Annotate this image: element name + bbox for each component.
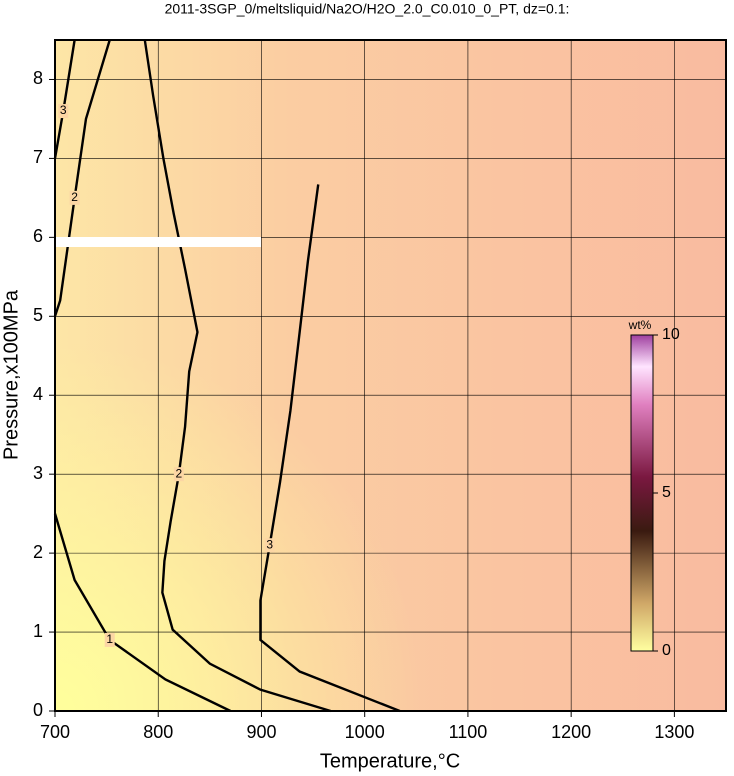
contour-label: 1 <box>106 632 113 646</box>
colorbar-tick-label: 10 <box>662 326 680 343</box>
blank-band <box>55 237 261 247</box>
colorbar-label: wt% <box>628 318 652 332</box>
x-tick-label: 1000 <box>345 722 385 742</box>
plot-shade <box>55 40 726 711</box>
contour-label: 3 <box>266 537 273 551</box>
x-tick-label: 900 <box>246 722 276 742</box>
contour-label: 2 <box>176 466 183 480</box>
x-tick-label: 800 <box>143 722 173 742</box>
plot-frame <box>54 39 727 712</box>
contour-line <box>143 39 331 713</box>
contour-label-bg <box>104 632 115 647</box>
contour-line <box>259 184 401 713</box>
x-tick-label: 700 <box>40 722 70 742</box>
y-tick-label: 3 <box>33 463 43 483</box>
y-tick-label: 6 <box>33 226 43 246</box>
x-tick-label: 1200 <box>551 722 591 742</box>
contour-label-bg <box>69 190 80 205</box>
y-tick-label: 2 <box>33 542 43 562</box>
y-tick-label: 1 <box>33 621 43 641</box>
chart-title: 2011-3SGP_0/meltsliquid/Na2O/H2O_2.0_C0.… <box>165 1 570 17</box>
y-tick-label: 7 <box>33 147 43 167</box>
colorbar-tick-label: 5 <box>662 484 671 501</box>
x-tick-label: 1100 <box>449 722 488 742</box>
contour-label-bg <box>264 538 275 553</box>
y-tick-label: 4 <box>33 384 43 404</box>
colorbar <box>630 334 654 652</box>
contour-label-bg <box>58 104 69 119</box>
colorbar-tick-label: 0 <box>662 642 671 659</box>
plot-layer: 1 2 2 3 3 <box>53 39 726 713</box>
y-tick-label: 0 <box>33 700 43 720</box>
y-axis-label: Pressure,x100MPa <box>0 289 22 460</box>
contour-label: 3 <box>60 103 67 117</box>
y-tick-label: 8 <box>33 68 43 88</box>
y-tick-label: 5 <box>33 305 43 325</box>
x-tick-label: 1300 <box>654 722 694 742</box>
x-axis-label: Temperature,°C <box>320 750 460 772</box>
contour-label: 2 <box>71 190 78 204</box>
contour-label-bg <box>173 467 184 482</box>
